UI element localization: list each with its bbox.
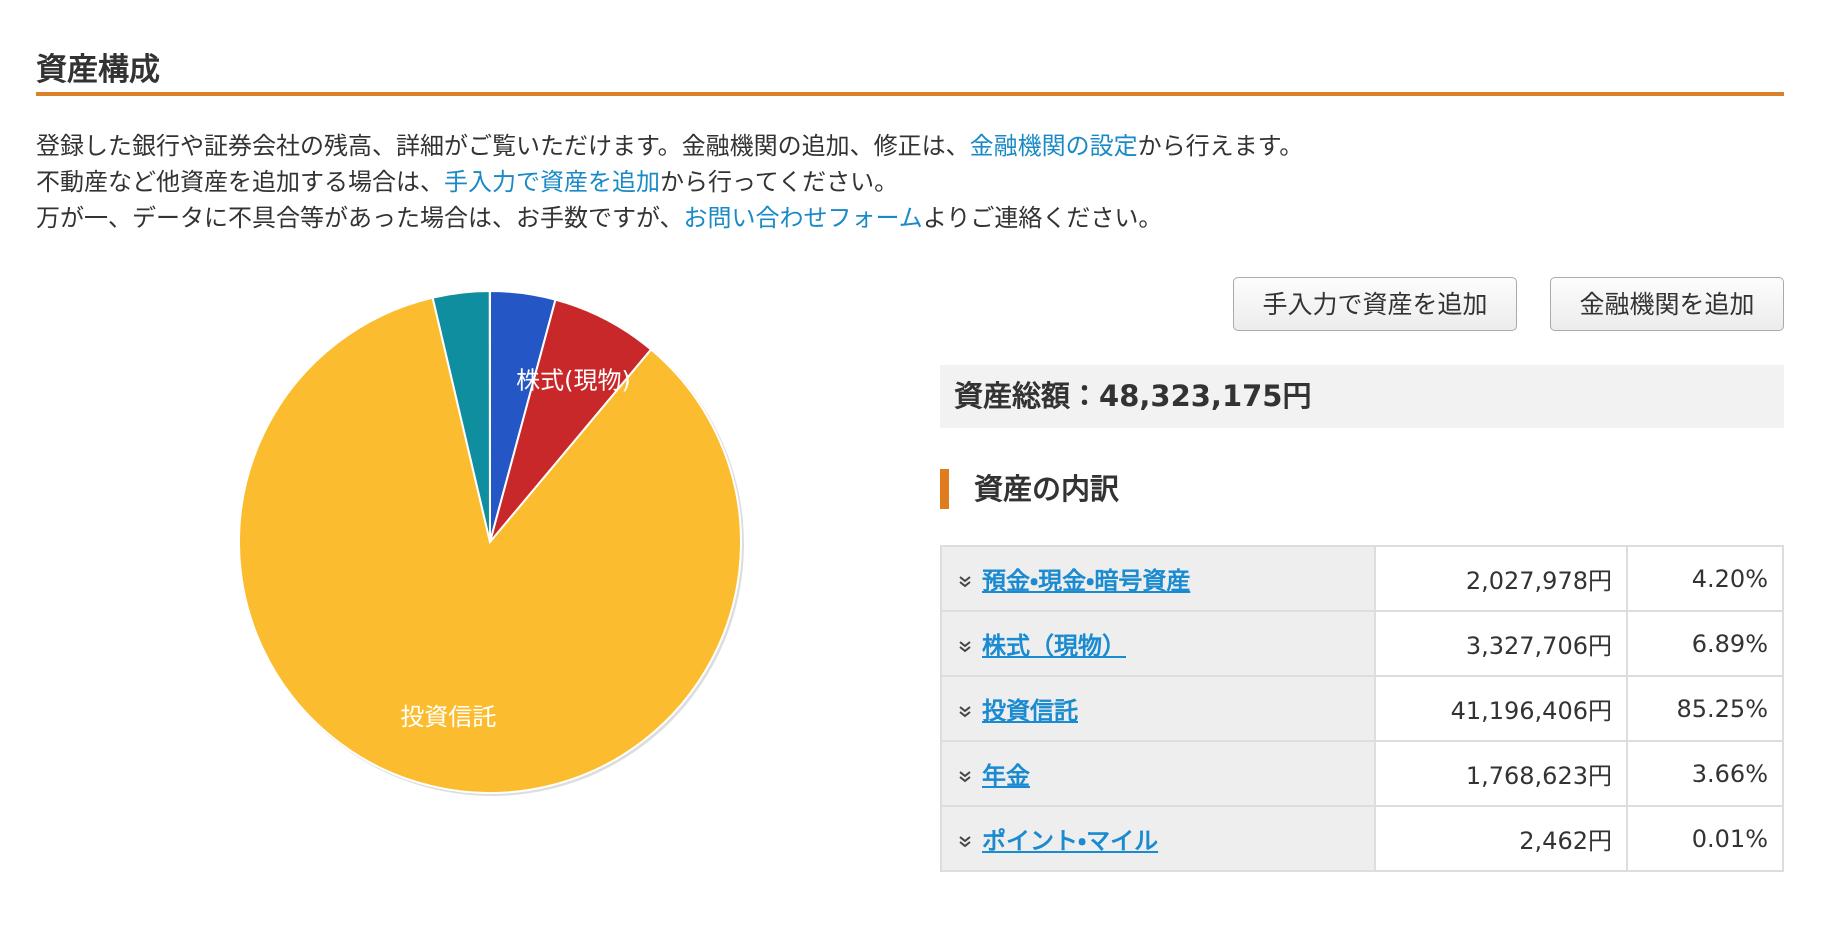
name-cell: 預金・現金・暗号資産: [940, 545, 1376, 612]
percent-cell: 3.66%: [1626, 740, 1784, 807]
percent-cell: 4.20%: [1626, 545, 1784, 612]
text: 登録した銀行や証券会社の残高、詳細がご覧いただけます。金融機関の追加、修正は、: [36, 132, 970, 160]
link[interactable]: 手入力で資産を追加: [444, 168, 660, 196]
slice-label: 株式(現物): [516, 367, 631, 395]
add-institution-button[interactable]: 金融機関を追加: [1550, 277, 1784, 331]
amount-cell: 41,196,406円: [1374, 675, 1628, 742]
text: から行えます。: [1137, 132, 1304, 160]
pie-slice: [238, 296, 742, 794]
slice-label: 投資信託: [400, 703, 496, 731]
chevron-icon[interactable]: [958, 770, 972, 784]
pie-slice: [489, 298, 653, 543]
percent-cell: 0.01%: [1626, 805, 1784, 872]
description-line: 登録した銀行や証券会社の残高、詳細がご覧いただけます。金融機関の追加、修正は、金…: [36, 128, 1303, 164]
percent-cell: 6.89%: [1626, 610, 1784, 677]
category-link[interactable]: 年金: [982, 762, 1030, 790]
amount-cell: 2,027,978円: [1374, 545, 1628, 612]
breakdown-row: 預金・現金・暗号資産 2,027,978円 4.20%: [940, 545, 1784, 612]
text: よりご連絡ください。: [922, 204, 1163, 232]
description-line: 万が一、データに不具合等があった場合は、お手数ですが、お問い合わせフォームよりご…: [36, 200, 1303, 236]
category-link[interactable]: 投資信託: [982, 697, 1078, 725]
description: 登録した銀行や証券会社の残高、詳細がご覧いただけます。金融機関の追加、修正は、金…: [36, 128, 1303, 236]
chevron-icon[interactable]: [958, 640, 972, 654]
breakdown-row: 年金 1,768,623円 3.66%: [940, 740, 1784, 807]
breakdown-row: ポイント・マイル 2,462円 0.01%: [940, 805, 1784, 872]
breakdown-row: 投資信託 41,196,406円 85.25%: [940, 675, 1784, 742]
amount-cell: 2,462円: [1374, 805, 1628, 872]
category-link[interactable]: 株式（現物）: [982, 632, 1126, 660]
breakdown-row: 株式（現物） 3,327,706円 6.89%: [940, 610, 1784, 677]
total-label: 資産総額：: [954, 379, 1100, 413]
add-manual-button[interactable]: 手入力で資産を追加: [1233, 277, 1517, 331]
category-link[interactable]: 預金・現金・暗号資産: [982, 567, 1191, 595]
pie-chart: 株式(現物) 投資信託: [238, 289, 744, 796]
chevron-icon[interactable]: [958, 835, 972, 849]
amount-cell: 3,327,706円: [1374, 610, 1628, 677]
page-title: 資産構成: [36, 52, 160, 88]
percent-cell: 85.25%: [1626, 675, 1784, 742]
name-cell: 株式（現物）: [940, 610, 1376, 677]
link[interactable]: 金融機関の設定: [969, 132, 1138, 160]
title-rule: [36, 92, 1784, 96]
text: 万が一、データに不具合等があった場合は、お手数ですが、: [36, 204, 684, 232]
chevron-icon[interactable]: [958, 705, 972, 719]
amount-cell: 1,768,623円: [1374, 740, 1628, 807]
text: 不動産など他資産を追加する場合は、: [36, 168, 444, 196]
name-cell: 年金: [940, 740, 1376, 807]
chevron-icon[interactable]: [958, 575, 972, 589]
description-line: 不動産など他資産を追加する場合は、手入力で資産を追加から行ってください。: [36, 164, 1303, 200]
breakdown-title: 資産の内訳: [940, 469, 1119, 509]
category-link[interactable]: ポイント・マイル: [982, 827, 1159, 855]
text: から行ってください。: [660, 168, 899, 196]
total-value: 48,323,175円: [1099, 379, 1312, 413]
total-assets: 資産総額：48,323,175円: [940, 365, 1784, 428]
link[interactable]: お問い合わせフォーム: [683, 204, 923, 232]
name-cell: ポイント・マイル: [940, 805, 1376, 872]
name-cell: 投資信託: [940, 675, 1376, 742]
breakdown-table: 預金・現金・暗号資産 2,027,978円 4.20% 株式（現物） 3,327,706…: [940, 545, 1784, 872]
